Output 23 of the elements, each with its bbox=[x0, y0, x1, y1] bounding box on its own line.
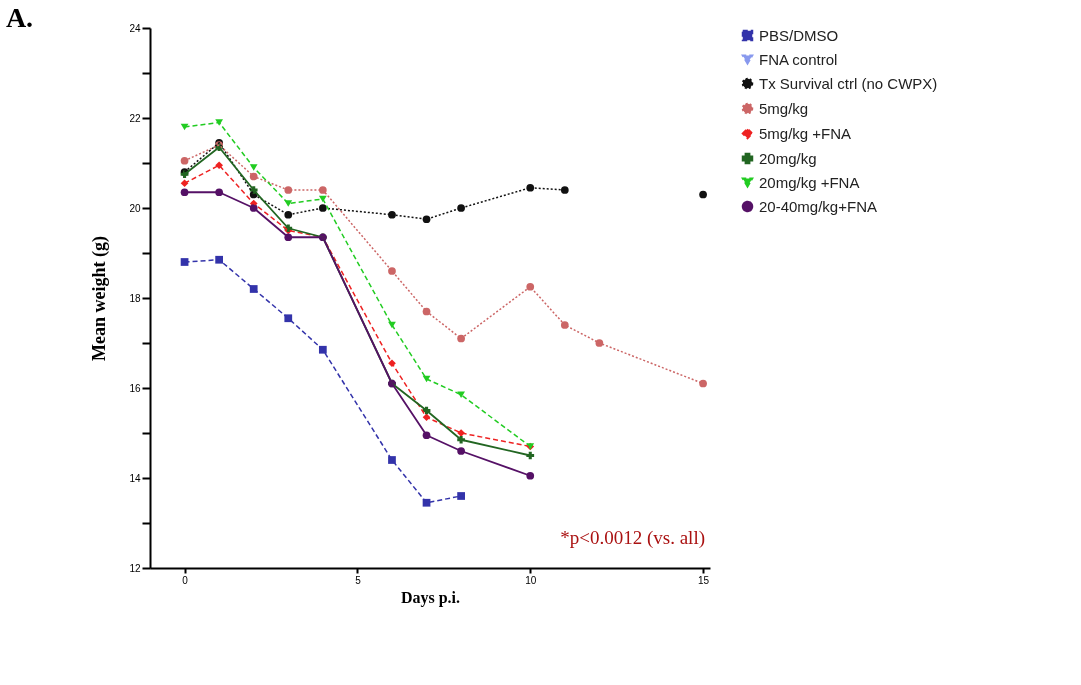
x-tick-label: 5 bbox=[355, 574, 362, 586]
y-tick-label: 20 bbox=[129, 202, 141, 214]
legend-label: 5mg/kg +FNA bbox=[759, 124, 852, 142]
x-tick-label: 15 bbox=[698, 574, 710, 586]
y-tick-label: 16 bbox=[129, 382, 141, 394]
legend-label: FNA control bbox=[759, 50, 838, 68]
legend-label: 20mg/kg +FNA bbox=[759, 173, 860, 191]
annotation: *p<0.0012 (vs. all) bbox=[560, 527, 705, 549]
y-tick-label: 24 bbox=[129, 22, 141, 34]
x-tick-label: 10 bbox=[525, 574, 537, 586]
x-tick-label: 0 bbox=[182, 574, 189, 586]
chart-title: A. bbox=[5, 2, 34, 33]
y-tick-label: 18 bbox=[129, 292, 141, 304]
legend-label: 5mg/kg bbox=[759, 99, 809, 117]
legend-label: Tx Survival ctrl (no CWPX) bbox=[759, 74, 938, 92]
legend-label: PBS/DMSO bbox=[759, 26, 839, 44]
y-tick-label: 14 bbox=[129, 472, 141, 484]
y-tick-label: 22 bbox=[129, 112, 141, 124]
legend-label: 20mg/kg bbox=[759, 149, 817, 167]
x-axis-title: Days p.i. bbox=[400, 588, 461, 607]
y-tick-label: 12 bbox=[129, 562, 141, 574]
legend-label: 20-40mg/kg+FNA bbox=[759, 197, 877, 215]
y-axis-title: Mean weight (g) bbox=[89, 236, 111, 361]
